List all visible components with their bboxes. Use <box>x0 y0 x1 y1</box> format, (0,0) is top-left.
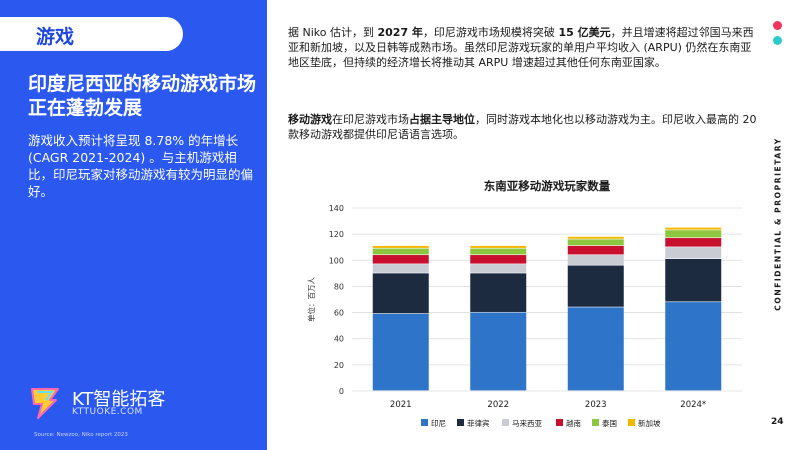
y-tick-label: 60 <box>334 309 344 318</box>
bar-segment <box>665 227 722 230</box>
bar-segment <box>372 245 429 248</box>
summary-text: 游戏收入预计将呈现 8.78% 的年增长 (CAGR 2021-2024) 。与… <box>28 133 254 199</box>
bar-segment <box>665 230 722 238</box>
y-tick-label: 20 <box>334 361 344 370</box>
legend-swatch <box>502 419 509 426</box>
legend-swatch <box>421 419 428 426</box>
legend-swatch <box>457 419 464 426</box>
market-paragraph: 据 Niko 估计，到 2027 年，印尼游戏市场规模将突破 15 亿美元，并且… <box>288 25 758 71</box>
headline: 印度尼西亚的移动游戏市场正在蓬勃发展 <box>28 73 257 119</box>
y-tick-label: 0 <box>339 387 344 396</box>
bar-segment <box>372 273 429 314</box>
bar-segment <box>665 238 722 247</box>
bar-segment <box>372 248 429 255</box>
bar-segment <box>470 264 527 273</box>
bold-run: 移动游戏 <box>288 113 332 126</box>
chart-title: 东南亚移动游戏玩家数量 <box>484 179 611 193</box>
source-note: Source: Newzoo, Niko report 2023 <box>34 432 128 438</box>
text-run: ，印尼游戏市场规模将突破 <box>422 26 559 39</box>
bar-segment <box>470 273 527 312</box>
legend-label: 印尼 <box>431 419 446 428</box>
text-run: 在印尼游戏市场 <box>332 113 409 126</box>
bar-segment <box>567 307 624 391</box>
section-tab-label: 游戏 <box>36 26 75 48</box>
bar-segment <box>665 258 722 302</box>
bar-segment <box>567 265 624 307</box>
text-run: ，同时游戏本地化也以移动游戏为主。印尼收入最高的 20 款移动游戏都提供印尼语语… <box>288 113 757 142</box>
bar-segment <box>470 248 527 255</box>
legend-swatch <box>592 419 599 426</box>
bar-segment <box>470 312 527 391</box>
bold-run: 2027 年 <box>377 26 423 39</box>
bar-segment <box>372 264 429 273</box>
pink-dot-icon <box>773 21 782 30</box>
section-tab: 游戏 <box>0 17 183 51</box>
y-tick-label: 100 <box>329 256 344 265</box>
x-tick-label: 2024* <box>680 400 706 410</box>
players-chart: 东南亚移动游戏玩家数量 0 20 40 60 80 100 120 140 单位：百万人 2021 2… <box>306 179 742 428</box>
text-run: ，并且增速将超过邻国马来西亚和新加坡，以及日韩等成熟市场。虽然印尼游戏玩家的单用… <box>288 26 754 70</box>
y-tick-label: 80 <box>334 282 344 291</box>
bar-segment <box>567 239 624 246</box>
y-tick-label: 40 <box>334 335 344 344</box>
legend-label: 越南 <box>566 418 581 428</box>
x-tick-label: 2023 <box>585 400 607 410</box>
bar-segment <box>665 302 722 391</box>
legend-label: 马来西亚 <box>512 419 542 428</box>
left-panel: 游戏 印度尼西亚的移动游戏市场正在蓬勃发展 游戏收入预计将呈现 8.78% 的年… <box>0 0 267 450</box>
x-tick-label: 2021 <box>390 400 412 410</box>
y-tick-label: 120 <box>329 230 344 239</box>
bar-segment <box>567 245 624 255</box>
legend-swatch <box>628 419 635 426</box>
lightning-logo-icon <box>31 388 59 419</box>
legend-label: 新加坡 <box>638 418 661 428</box>
legend-swatch <box>556 419 563 426</box>
bar-segment <box>665 247 722 259</box>
decorative-dots <box>773 21 782 51</box>
bold-run: 15 亿美元 <box>558 26 611 39</box>
brand-logo: KT智能拓客 KTTUOKE.COM <box>28 386 228 426</box>
legend-label: 菲律宾 <box>467 418 490 428</box>
bar-segment <box>372 313 429 391</box>
confidential-label: CONFIDENTIAL & PROPRIETARY <box>773 137 783 311</box>
x-tick-label: 2022 <box>487 400 509 410</box>
y-axis-label: 单位：百万人 <box>306 277 316 322</box>
text-run: 据 Niko 估计，到 <box>288 26 378 39</box>
legend-label: 泰国 <box>602 418 617 428</box>
y-tick-label: 140 <box>329 204 344 213</box>
bar-segment <box>372 255 429 264</box>
bar-segment <box>470 245 527 248</box>
mobile-paragraph: 移动游戏在印尼游戏市场占据主导地位，同时游戏本地化也以移动游戏为主。印尼收入最高… <box>288 112 758 142</box>
bold-run: 占据主导地位 <box>409 113 475 126</box>
bar-segment <box>567 255 624 265</box>
bar-segment <box>470 255 527 264</box>
bar-segment <box>567 236 624 239</box>
page-number: 24 <box>771 417 784 427</box>
teal-dot-icon <box>773 36 782 45</box>
logo-name: KT智能拓客 <box>72 389 166 410</box>
logo-url: KTTUOKE.COM <box>72 407 143 417</box>
